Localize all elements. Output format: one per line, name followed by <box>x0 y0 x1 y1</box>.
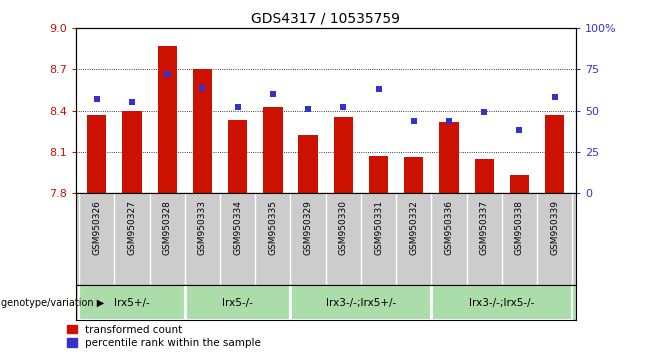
Text: GSM950336: GSM950336 <box>444 200 453 255</box>
Text: lrx5-/-: lrx5-/- <box>222 298 253 308</box>
Text: GSM950329: GSM950329 <box>303 200 313 255</box>
Point <box>232 104 243 110</box>
Bar <box>440 121 459 193</box>
Bar <box>157 46 177 193</box>
Point <box>514 127 524 133</box>
Point <box>197 85 208 90</box>
Bar <box>185 285 290 320</box>
Bar <box>79 285 185 320</box>
Bar <box>263 107 282 193</box>
Point <box>338 104 349 110</box>
Bar <box>193 69 212 193</box>
Text: GSM950339: GSM950339 <box>550 200 559 255</box>
Text: GSM950333: GSM950333 <box>198 200 207 255</box>
Point <box>409 118 419 123</box>
Text: GSM950327: GSM950327 <box>128 200 136 255</box>
Text: genotype/variation ▶: genotype/variation ▶ <box>1 298 104 308</box>
Point <box>303 106 313 112</box>
Legend: transformed count, percentile rank within the sample: transformed count, percentile rank withi… <box>63 321 265 352</box>
Point <box>127 99 138 105</box>
Point <box>443 118 454 123</box>
Bar <box>432 285 572 320</box>
Text: GSM950328: GSM950328 <box>163 200 172 255</box>
Point <box>162 72 172 77</box>
Bar <box>404 157 424 193</box>
Text: lrx5+/-: lrx5+/- <box>114 298 150 308</box>
Text: GSM950335: GSM950335 <box>268 200 278 255</box>
Bar <box>290 285 432 320</box>
Point <box>373 86 384 92</box>
Bar <box>87 115 107 193</box>
Bar <box>545 115 565 193</box>
Text: GSM950338: GSM950338 <box>515 200 524 255</box>
Point <box>268 91 278 97</box>
Text: lrx3-/-;lrx5+/-: lrx3-/-;lrx5+/- <box>326 298 396 308</box>
Text: GSM950334: GSM950334 <box>233 200 242 255</box>
Title: GDS4317 / 10535759: GDS4317 / 10535759 <box>251 12 400 26</box>
Bar <box>122 110 141 193</box>
Text: GSM950332: GSM950332 <box>409 200 418 255</box>
Text: GSM950330: GSM950330 <box>339 200 348 255</box>
Bar <box>474 159 494 193</box>
Bar <box>228 120 247 193</box>
Text: GSM950326: GSM950326 <box>92 200 101 255</box>
Bar <box>334 118 353 193</box>
Bar <box>510 175 529 193</box>
Text: GSM950337: GSM950337 <box>480 200 489 255</box>
Point <box>479 109 490 115</box>
Text: GSM950331: GSM950331 <box>374 200 383 255</box>
Point <box>91 96 102 102</box>
Text: lrx3-/-;lrx5-/-: lrx3-/-;lrx5-/- <box>469 298 534 308</box>
Point <box>549 95 560 100</box>
Bar <box>299 135 318 193</box>
Bar <box>369 156 388 193</box>
